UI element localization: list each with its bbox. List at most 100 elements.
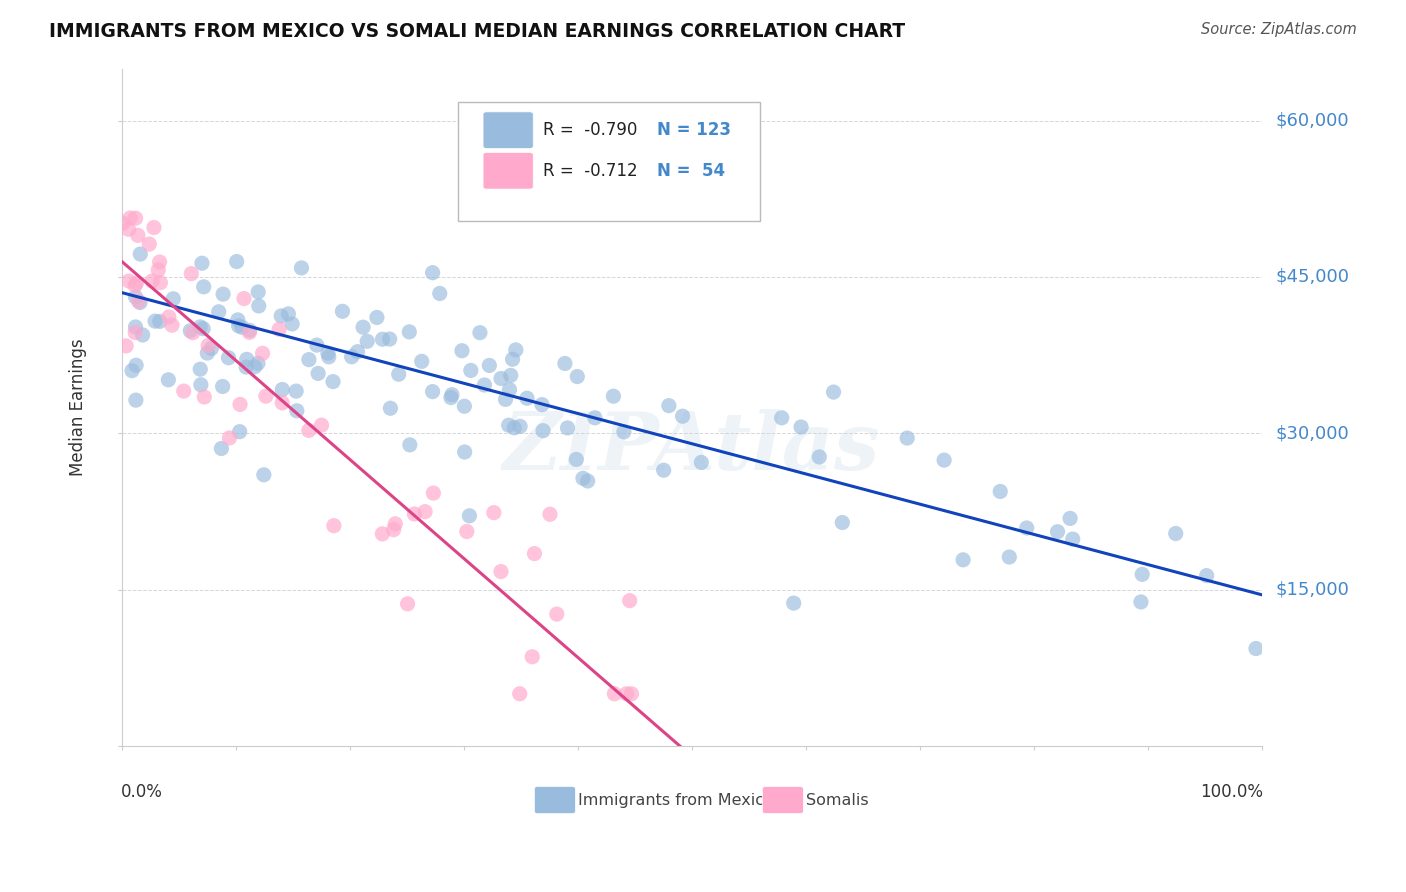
Point: [388, 368, 411, 382]
Text: $15,000: $15,000: [1275, 581, 1350, 599]
Point: [453, 399, 475, 413]
Point: [531, 398, 554, 412]
Point: [478, 359, 501, 373]
Point: [371, 332, 394, 346]
Point: [305, 338, 328, 352]
Point: [181, 326, 204, 340]
Point: [422, 384, 444, 399]
Point: [149, 276, 172, 290]
Point: [125, 276, 148, 290]
Point: [384, 516, 406, 531]
Point: [422, 486, 444, 500]
Point: [212, 287, 235, 301]
Point: [124, 320, 146, 334]
Point: [188, 362, 211, 376]
Point: [193, 390, 215, 404]
Point: [619, 593, 641, 607]
Point: [270, 309, 292, 323]
Point: [554, 356, 576, 370]
Point: [253, 467, 276, 482]
Point: [188, 319, 211, 334]
Point: [411, 354, 433, 368]
Point: [218, 351, 240, 365]
Point: [988, 484, 1011, 499]
Point: [277, 307, 299, 321]
Point: [247, 299, 270, 313]
Text: $60,000: $60,000: [1275, 112, 1348, 129]
Point: [783, 596, 806, 610]
Point: [413, 505, 436, 519]
Point: [252, 346, 274, 360]
Point: [380, 401, 402, 416]
Point: [316, 346, 339, 360]
Point: [238, 326, 260, 340]
Text: N = 123: N = 123: [658, 121, 731, 139]
Point: [616, 687, 638, 701]
Point: [378, 332, 401, 346]
Point: [208, 305, 231, 319]
Point: [808, 450, 831, 464]
Point: [440, 387, 463, 401]
Text: R =  -0.712: R = -0.712: [544, 161, 638, 180]
Point: [247, 285, 270, 299]
Point: [522, 649, 544, 664]
Point: [896, 431, 918, 445]
Text: $30,000: $30,000: [1275, 425, 1350, 442]
FancyBboxPatch shape: [762, 787, 803, 814]
Point: [281, 317, 304, 331]
Point: [162, 292, 184, 306]
Point: [157, 310, 180, 324]
Point: [285, 384, 308, 398]
Point: [225, 254, 247, 268]
Text: $45,000: $45,000: [1275, 268, 1350, 286]
Point: [173, 384, 195, 398]
Point: [404, 507, 426, 521]
Point: [458, 508, 481, 523]
Point: [505, 343, 527, 357]
Point: [429, 286, 451, 301]
Text: ZIPAtlas: ZIPAtlas: [503, 409, 880, 487]
FancyBboxPatch shape: [484, 112, 533, 148]
Point: [495, 392, 517, 407]
Point: [115, 339, 138, 353]
Point: [516, 391, 538, 405]
Point: [157, 373, 180, 387]
Point: [652, 463, 675, 477]
Point: [141, 274, 163, 288]
Point: [603, 687, 626, 701]
Point: [235, 360, 257, 375]
Point: [211, 379, 233, 393]
Point: [125, 358, 148, 372]
Point: [243, 359, 266, 374]
Point: [124, 290, 146, 304]
Point: [1062, 532, 1084, 546]
Point: [200, 342, 222, 356]
Point: [690, 455, 713, 469]
Point: [197, 338, 219, 352]
Point: [453, 445, 475, 459]
Text: 100.0%: 100.0%: [1199, 783, 1263, 801]
Text: N =  54: N = 54: [658, 161, 725, 180]
Point: [613, 425, 636, 439]
Point: [474, 378, 496, 392]
Point: [440, 391, 463, 405]
Point: [118, 274, 141, 288]
Point: [149, 314, 172, 328]
Point: [489, 565, 512, 579]
Point: [371, 526, 394, 541]
Point: [254, 389, 277, 403]
Point: [576, 474, 599, 488]
Point: [583, 410, 606, 425]
Point: [451, 343, 474, 358]
Point: [565, 452, 588, 467]
Point: [489, 371, 512, 385]
Text: Source: ZipAtlas.com: Source: ZipAtlas.com: [1201, 22, 1357, 37]
Point: [131, 328, 153, 343]
Point: [790, 420, 813, 434]
Point: [340, 350, 363, 364]
Point: [235, 352, 257, 367]
Text: 0.0%: 0.0%: [121, 783, 162, 801]
Point: [932, 453, 955, 467]
Point: [1046, 524, 1069, 539]
Point: [193, 321, 215, 335]
